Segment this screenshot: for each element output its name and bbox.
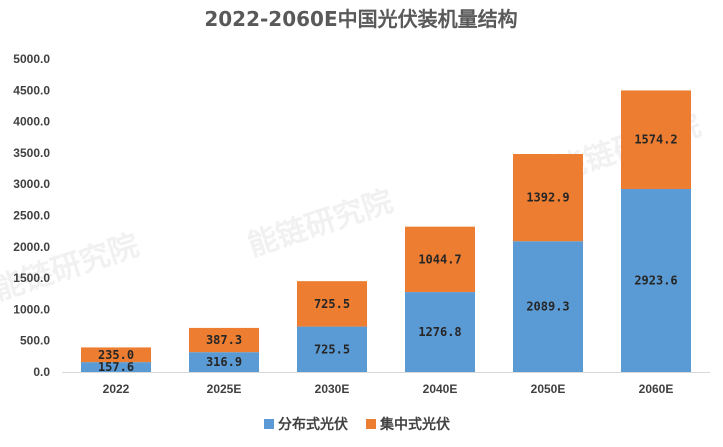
chart-title: 2022-2060E中国光伏装机量结构 bbox=[204, 7, 517, 31]
legend-swatch-1 bbox=[366, 419, 376, 429]
data-label-2040E-series-0: 1276.8 bbox=[418, 325, 461, 339]
data-label-2050E-series-1: 1392.9 bbox=[526, 191, 569, 205]
y-tick-label-10: 5000.0 bbox=[13, 52, 50, 66]
data-label-2022-series-1: 235.0 bbox=[98, 348, 134, 362]
data-label-2050E-series-0: 2089.3 bbox=[526, 300, 569, 314]
legend: 分布式光伏 集中式光伏 bbox=[264, 416, 450, 433]
data-label-2060E-series-0: 2923.6 bbox=[634, 273, 677, 287]
bar-2022-series-0 bbox=[81, 362, 151, 372]
y-tick-label-8: 4000.0 bbox=[13, 115, 50, 129]
data-label-2040E-series-1: 1044.7 bbox=[418, 252, 461, 266]
data-label-2025E-series-0: 316.9 bbox=[206, 355, 242, 369]
y-tick-label-5: 2500.0 bbox=[13, 209, 50, 223]
bar-2030E-series-1 bbox=[297, 281, 367, 327]
bar-2030E-series-0 bbox=[297, 326, 367, 372]
y-tick-label-4: 2000.0 bbox=[13, 240, 50, 254]
bar-2040E-series-0 bbox=[405, 292, 475, 372]
legend-label-1: 集中式光伏 bbox=[379, 416, 450, 433]
data-label-2025E-series-1: 387.3 bbox=[206, 333, 242, 347]
bar-2060E-series-1 bbox=[621, 90, 691, 189]
data-label-2060E-series-1: 1574.2 bbox=[634, 133, 677, 147]
data-label-2030E-series-0: 725.5 bbox=[314, 342, 350, 356]
y-tick-label-6: 3000.0 bbox=[13, 177, 50, 191]
x-tick-label-3: 2040E bbox=[423, 382, 458, 396]
bar-2050E-series-1 bbox=[513, 154, 583, 242]
bar-2040E-series-1 bbox=[405, 226, 475, 293]
x-tick-label-2: 2030E bbox=[315, 382, 350, 396]
watermarks: 能链研究院能链研究院能链研究院 bbox=[0, 108, 705, 308]
legend-swatch-0 bbox=[264, 419, 274, 429]
data-label-2030E-series-1: 725.5 bbox=[314, 297, 350, 311]
bar-2022-series-1 bbox=[81, 347, 151, 363]
bar-2025E-series-1 bbox=[189, 327, 259, 353]
y-tick-label-1: 500.0 bbox=[20, 334, 50, 348]
x-tick-label-5: 2060E bbox=[639, 382, 674, 396]
y-tick-label-3: 1500.0 bbox=[13, 271, 50, 285]
data-label-2022-series-0: 157.6 bbox=[98, 360, 134, 374]
legend-label-0: 分布式光伏 bbox=[278, 416, 348, 433]
y-tick-label-7: 3500.0 bbox=[13, 146, 50, 160]
watermark-1: 能链研究院 bbox=[244, 184, 397, 264]
y-tick-label-9: 4500.0 bbox=[13, 83, 50, 97]
y-tick-label-0: 0.0 bbox=[33, 365, 50, 379]
y-axis-ticks: 0.0 500.0 1000.0 1500.0 2000.0 2500.0 3000.0 35… bbox=[13, 52, 50, 379]
bar-2025E-series-0 bbox=[189, 352, 259, 372]
x-axis-ticks: 2022 2025E 2030E 2040E 2050E 2060E bbox=[103, 382, 674, 396]
x-tick-label-1: 2025E bbox=[207, 382, 242, 396]
x-tick-label-0: 2022 bbox=[103, 382, 130, 396]
bar-2060E-series-0 bbox=[621, 188, 691, 372]
y-tick-label-2: 1000.0 bbox=[13, 302, 50, 316]
bar-2050E-series-0 bbox=[513, 241, 583, 372]
x-tick-label-4: 2050E bbox=[531, 382, 566, 396]
